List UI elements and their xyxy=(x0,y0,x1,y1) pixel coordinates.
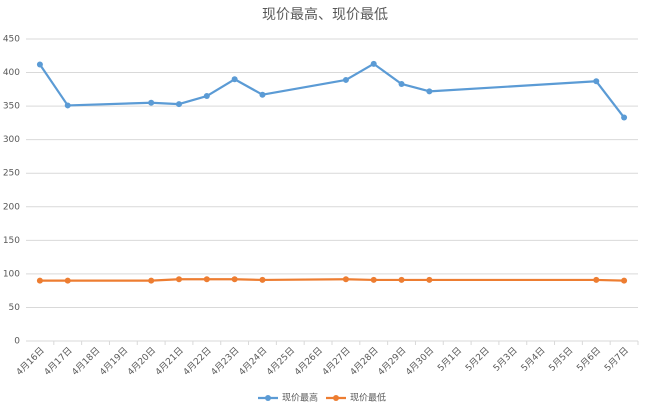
point xyxy=(203,276,210,283)
point xyxy=(259,276,266,283)
point xyxy=(398,80,405,87)
line-segment xyxy=(234,278,263,282)
x-tick-label: 5月1日 xyxy=(435,345,464,374)
x-tick-label: 4月30日 xyxy=(404,345,437,378)
point xyxy=(36,277,43,284)
y-tick-label: 250 xyxy=(3,169,20,179)
line-segment xyxy=(178,94,208,106)
line-segment xyxy=(596,278,625,282)
x-tick-label: 4月21日 xyxy=(153,345,186,378)
line-segment xyxy=(373,62,403,85)
y-tick-label: 100 xyxy=(3,269,20,279)
line-segment xyxy=(67,101,152,107)
x-tick-label: 4月29日 xyxy=(376,345,409,378)
x-tick-label: 4月25日 xyxy=(265,345,298,378)
x-tick-label: 4月19日 xyxy=(98,345,131,378)
series-line xyxy=(36,60,628,121)
y-tick-label: 350 xyxy=(3,102,20,112)
line-segment xyxy=(234,78,263,96)
y-tick-label: 0 xyxy=(14,337,20,347)
x-tick-label: 4月17日 xyxy=(42,345,75,378)
x-tick-label: 4月28日 xyxy=(348,345,381,378)
line-segment xyxy=(262,278,346,282)
point xyxy=(231,276,238,283)
point xyxy=(64,102,71,109)
point xyxy=(621,114,628,121)
point xyxy=(259,91,266,98)
point xyxy=(621,277,628,284)
chart-title: 现价最高、现价最低 xyxy=(262,6,388,23)
point xyxy=(426,88,433,95)
y-tick-label: 150 xyxy=(3,236,20,246)
line-segment xyxy=(595,80,625,119)
x-tick-label: 5月7日 xyxy=(602,345,631,374)
point xyxy=(398,276,405,283)
x-tick-label: 4月18日 xyxy=(70,345,103,378)
x-tick-label: 4月26日 xyxy=(292,345,325,378)
x-tick-label: 5月6日 xyxy=(575,345,604,374)
point xyxy=(342,76,349,83)
legend-marker xyxy=(333,395,339,401)
point xyxy=(176,276,182,283)
line-segment xyxy=(262,78,347,96)
line-segment xyxy=(151,278,180,282)
x-tick-label: 4月16日 xyxy=(14,345,47,378)
line-segment xyxy=(345,278,374,282)
point xyxy=(342,276,349,283)
point xyxy=(176,101,182,108)
x-tick-label: 4月24日 xyxy=(237,345,270,378)
point xyxy=(36,61,43,68)
line-segment xyxy=(345,62,375,81)
line-segment xyxy=(206,78,236,97)
point xyxy=(148,99,155,106)
y-tick-label: 300 xyxy=(3,135,20,145)
point xyxy=(370,60,377,67)
x-tick-label: 4月27日 xyxy=(320,345,353,378)
series-line xyxy=(36,276,628,284)
point xyxy=(231,76,238,83)
x-tick-label: 5月4日 xyxy=(519,345,548,374)
line-segment xyxy=(151,101,180,106)
line-segment xyxy=(429,80,597,93)
x-tick-label: 5月5日 xyxy=(547,345,576,374)
y-tick-label: 450 xyxy=(3,35,20,45)
x-tick-label: 5月2日 xyxy=(463,345,492,374)
y-tick-label: 50 xyxy=(9,303,21,313)
legend-label: 现价最低 xyxy=(350,392,386,404)
legend-marker xyxy=(265,395,271,401)
point xyxy=(148,277,155,284)
x-tick-label: 5月3日 xyxy=(491,345,520,374)
point xyxy=(64,277,71,284)
x-tick-label: 4月23日 xyxy=(209,345,242,378)
point xyxy=(426,276,433,283)
line-segment xyxy=(401,82,430,93)
legend-label: 现价最高 xyxy=(282,392,318,404)
y-tick-label: 200 xyxy=(3,202,20,212)
x-tick-label: 4月20日 xyxy=(125,345,158,378)
point xyxy=(593,78,600,85)
line-segment xyxy=(38,63,69,107)
x-tick-label: 4月22日 xyxy=(181,345,214,378)
y-tick-label: 400 xyxy=(3,68,20,78)
point xyxy=(593,276,600,283)
point xyxy=(203,93,210,100)
point xyxy=(370,276,377,283)
